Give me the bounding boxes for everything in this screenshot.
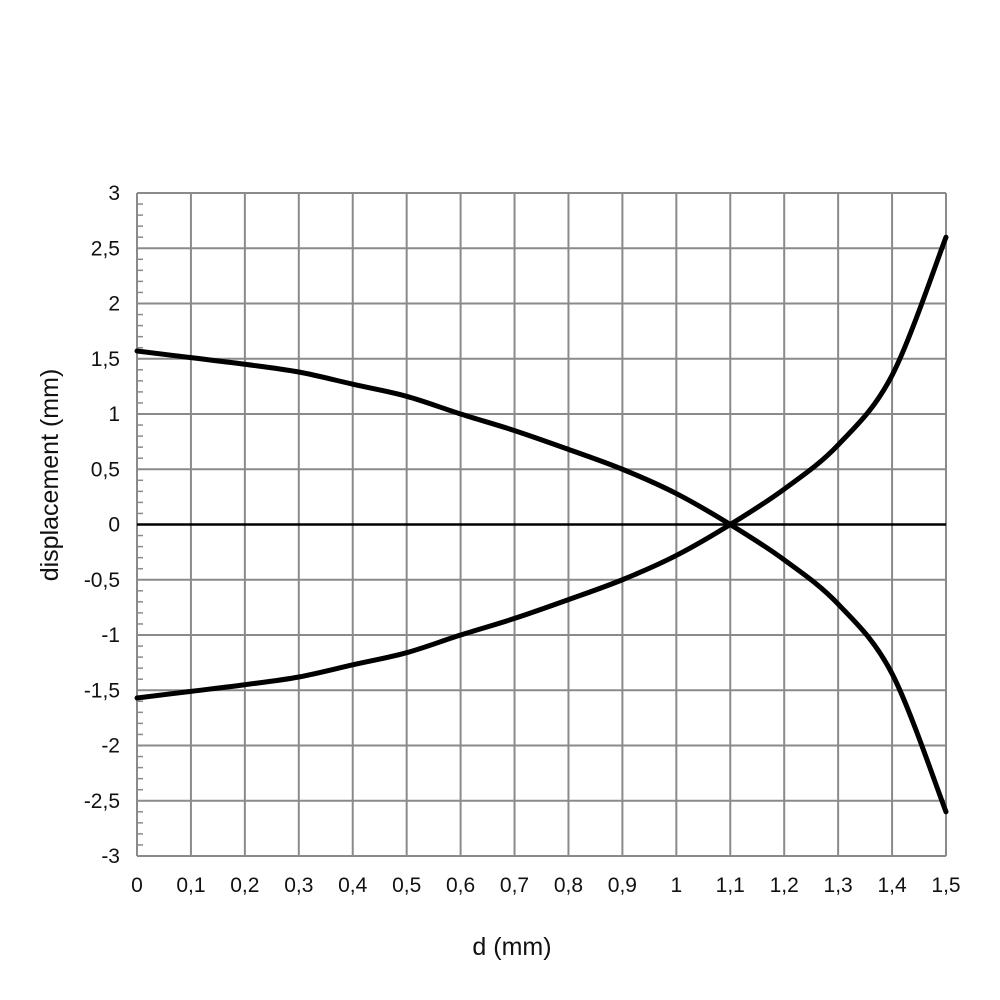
x-tick-label: 1,2 bbox=[770, 874, 799, 897]
x-tick-label: 1,4 bbox=[877, 874, 907, 897]
y-tick-label: 0 bbox=[108, 514, 120, 537]
series-line-1 bbox=[134, 348, 949, 815]
x-tick-label: 0,2 bbox=[230, 874, 259, 897]
y-tick-label: -1 bbox=[101, 624, 120, 647]
x-tick-label: 0,4 bbox=[338, 874, 368, 897]
x-tick-label: 0,3 bbox=[284, 874, 313, 897]
y-axis-title: displacement (mm) bbox=[36, 369, 64, 582]
y-tick-label: -0,5 bbox=[84, 569, 120, 592]
x-axis-title: d (mm) bbox=[472, 933, 551, 961]
y-tick-label: -1,5 bbox=[84, 679, 120, 702]
y-minor-ticks bbox=[137, 192, 143, 857]
x-tick-label: 0,6 bbox=[446, 874, 475, 897]
x-tick-label: 0,7 bbox=[500, 874, 529, 897]
y-tick-label: 3 bbox=[108, 182, 120, 205]
y-tick-label: 0,5 bbox=[91, 458, 120, 481]
y-tick-label: 1 bbox=[108, 403, 120, 426]
x-tick-label: 0,9 bbox=[608, 874, 637, 897]
x-tick-label: 0,5 bbox=[392, 874, 421, 897]
x-tick-label: 0 bbox=[131, 874, 143, 897]
series-line-2 bbox=[134, 234, 949, 701]
x-tick-label: 0,8 bbox=[554, 874, 583, 897]
y-tick-label: -3 bbox=[101, 845, 120, 868]
y-tick-label: -2 bbox=[101, 735, 120, 758]
y-tick-label: 2 bbox=[108, 293, 120, 316]
x-tick-label: 0,1 bbox=[176, 874, 205, 897]
x-tick-labels: 0 0,1 0,2 0,3 0,4 0,5 0,6 0,7 0,8 0,9 1 1,1 1,2 1,3 1,… bbox=[131, 874, 960, 897]
x-tick-label: 1,3 bbox=[824, 874, 853, 897]
y-tick-label: 1,5 bbox=[91, 348, 120, 371]
x-tick-label: 1,5 bbox=[931, 874, 960, 897]
x-tick-label: 1,1 bbox=[716, 874, 745, 897]
x-tick-label: 1 bbox=[670, 874, 682, 897]
series-layer bbox=[134, 234, 949, 815]
y-tick-label: 2,5 bbox=[91, 237, 120, 260]
y-tick-label: -2,5 bbox=[84, 790, 120, 813]
y-tick-labels: 3 2,5 2 1,5 1 0,5 0 -0,5 -1 -1,5 -2 -2,5 -3 bbox=[84, 182, 120, 868]
